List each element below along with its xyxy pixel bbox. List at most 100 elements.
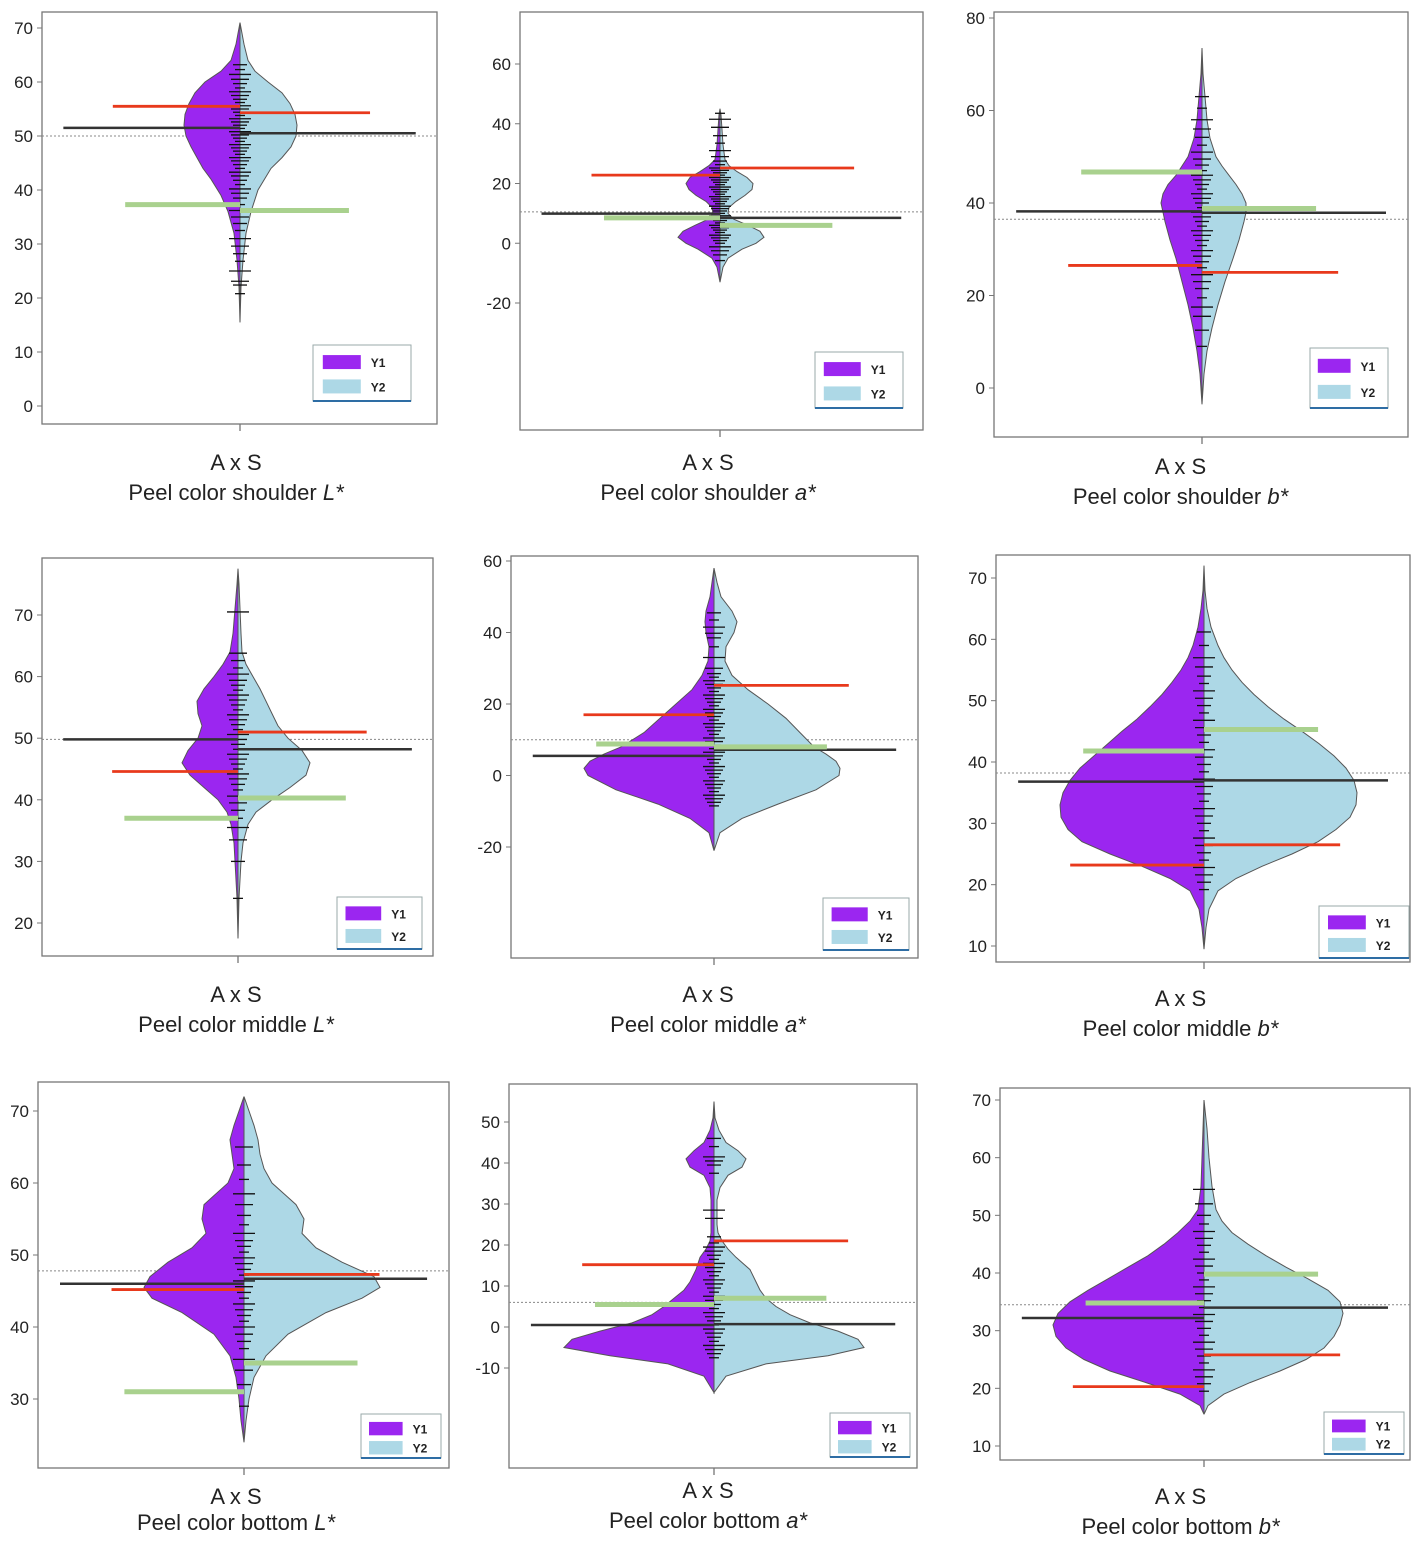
- legend-label-y2: Y2: [1376, 939, 1391, 953]
- y-tick-label: 40: [14, 791, 33, 810]
- y-tick-label: -20: [486, 294, 511, 313]
- y-tick-label: 10: [968, 937, 987, 956]
- y-tick-label: 60: [972, 1149, 991, 1168]
- x-axis-label: A x S: [682, 1478, 734, 1503]
- y-tick-label: 70: [14, 606, 33, 625]
- x-axis-label: A x S: [210, 982, 262, 1007]
- plot-frame: [999, 1087, 1411, 1461]
- legend-label-y1: Y1: [882, 1421, 897, 1435]
- chart-caption: A x S Peel color shoulder b*: [944, 452, 1417, 512]
- chart-title-variable: b*: [1258, 1514, 1280, 1539]
- chart-caption: A x S Peel color middle a*: [472, 980, 944, 1040]
- legend-swatch-y2: [838, 1440, 872, 1454]
- violin-half-y2: [713, 1101, 865, 1395]
- chart-title: Peel color shoulder b*: [1073, 484, 1288, 509]
- y-tick-label: 20: [968, 876, 987, 895]
- chart-title-text: Peel color shoulder: [1072, 484, 1262, 509]
- legend-swatch-y1: [823, 362, 861, 377]
- y-tick-label: 60: [968, 630, 987, 649]
- violin-half-y1: [677, 108, 721, 283]
- y-tick-label: 60: [14, 668, 33, 687]
- legend-swatch-y1: [345, 906, 382, 921]
- legend-label-y1: Y1: [878, 908, 893, 922]
- y-tick-label: 60: [14, 73, 33, 92]
- chart-caption: A x S Peel color bottom L*: [0, 1484, 472, 1536]
- legend-label-y2: Y2: [391, 930, 406, 944]
- x-axis-label: A x S: [210, 1484, 262, 1509]
- chart-title: Peel color bottom b*: [1081, 1514, 1279, 1539]
- y-tick-label: 40: [481, 1154, 500, 1173]
- legend-swatch-y1: [838, 1420, 872, 1435]
- y-tick-label: 0: [976, 379, 985, 398]
- chart-title-text: Peel color middle: [1082, 1016, 1252, 1041]
- y-tick-label: 0: [493, 767, 502, 786]
- y-tick-label: 70: [10, 1102, 29, 1121]
- panel-bottom-b: 10 20 30 40 50 60 70 Y1 Y2 A x S Peel color bott…: [944, 1070, 1417, 1553]
- y-tick-label: 30: [14, 235, 33, 254]
- y-tick-label: -10: [475, 1359, 500, 1378]
- violin-half-y2: [719, 108, 765, 283]
- violin-half-y2: [239, 22, 298, 323]
- plot-frame: [993, 11, 1409, 438]
- chart-caption: A x S Peel color middle L*: [0, 980, 472, 1040]
- y-tick-label: 70: [972, 1091, 991, 1110]
- y-tick-label: 40: [483, 624, 502, 643]
- x-axis-label: A x S: [1154, 1484, 1207, 1509]
- legend-label-y2: Y2: [878, 931, 893, 945]
- y-tick-label: 40: [10, 1318, 29, 1337]
- y-tick-label: 80: [966, 9, 985, 28]
- y-tick-label: 20: [14, 289, 33, 308]
- legend-label-y2: Y2: [871, 387, 886, 401]
- violin-plot: -20 0 20 40 60 Y1 Y2: [477, 552, 919, 965]
- chart-title: Peel color middle b*: [1083, 1016, 1279, 1041]
- chart-title-variable: b*: [1267, 484, 1289, 509]
- legend-swatch-y1: [322, 355, 361, 370]
- chart-title-text: Peel color middle: [138, 1012, 307, 1037]
- violin-half-y1: [1059, 565, 1205, 950]
- violin-plot: 10 20 30 40 50 60 70 Y1 Y2: [968, 554, 1411, 969]
- chart-title: Peel color middle L*: [138, 1012, 334, 1037]
- violin-half-y2: [1201, 48, 1247, 405]
- y-tick-label: 0: [502, 234, 511, 253]
- x-axis-label: A x S: [682, 450, 734, 475]
- legend-label-y1: Y1: [1376, 1419, 1391, 1433]
- chart-title: Peel color shoulder L*: [128, 480, 343, 505]
- y-tick-label: 40: [972, 1264, 991, 1283]
- y-tick-label: 40: [14, 181, 33, 200]
- y-tick-label: 30: [481, 1195, 500, 1214]
- chart-caption: A x S Peel color shoulder a*: [472, 448, 944, 508]
- y-tick-label: 70: [14, 19, 33, 38]
- violin-plot: 0 10 20 30 40 50 60 70 Y1 Y2: [14, 11, 438, 431]
- legend-label-y1: Y1: [1376, 916, 1391, 930]
- plot-frame: [995, 554, 1411, 963]
- y-tick-label: 60: [483, 552, 502, 571]
- y-tick-label: 50: [481, 1113, 500, 1132]
- panel-middle-a: -20 0 20 40 60 Y1 Y2 A x S Peel color middle a…: [472, 530, 944, 1050]
- chart-title-variable: a*: [794, 480, 816, 505]
- legend-label-y1: Y1: [871, 363, 886, 377]
- chart-title: Peel color shoulder a*: [600, 480, 815, 505]
- legend-swatch-y2: [322, 379, 361, 394]
- y-tick-label: 10: [481, 1277, 500, 1296]
- y-tick-label: 70: [968, 569, 987, 588]
- chart-title-variable: a*: [786, 1508, 808, 1533]
- violin-half-y2: [237, 568, 311, 939]
- violin-half-y2: [1203, 565, 1358, 950]
- violin-half-y2: [243, 1096, 381, 1443]
- chart-title-text: Peel color shoulder: [128, 480, 317, 505]
- panel-shoulder-b: 0 20 40 60 80 Y1 Y2 A x S Peel color shoulder …: [944, 0, 1417, 520]
- violin-half-y1: [1052, 1099, 1205, 1415]
- y-tick-label: 20: [483, 695, 502, 714]
- y-tick-label: 50: [10, 1246, 29, 1265]
- legend-label-y2: Y2: [371, 380, 386, 394]
- y-tick-label: 10: [972, 1437, 991, 1456]
- legend-label-y1: Y1: [413, 1422, 428, 1436]
- x-axis-label: A x S: [1154, 454, 1207, 479]
- legend-label-y1: Y1: [371, 356, 386, 370]
- chart-title-text: Peel color bottom: [136, 1510, 309, 1535]
- legend-label-y1: Y1: [1361, 360, 1376, 374]
- legend-swatch-y1: [831, 907, 868, 922]
- chart-title-text: Peel color shoulder: [600, 480, 789, 505]
- x-axis-label: A x S: [682, 982, 734, 1007]
